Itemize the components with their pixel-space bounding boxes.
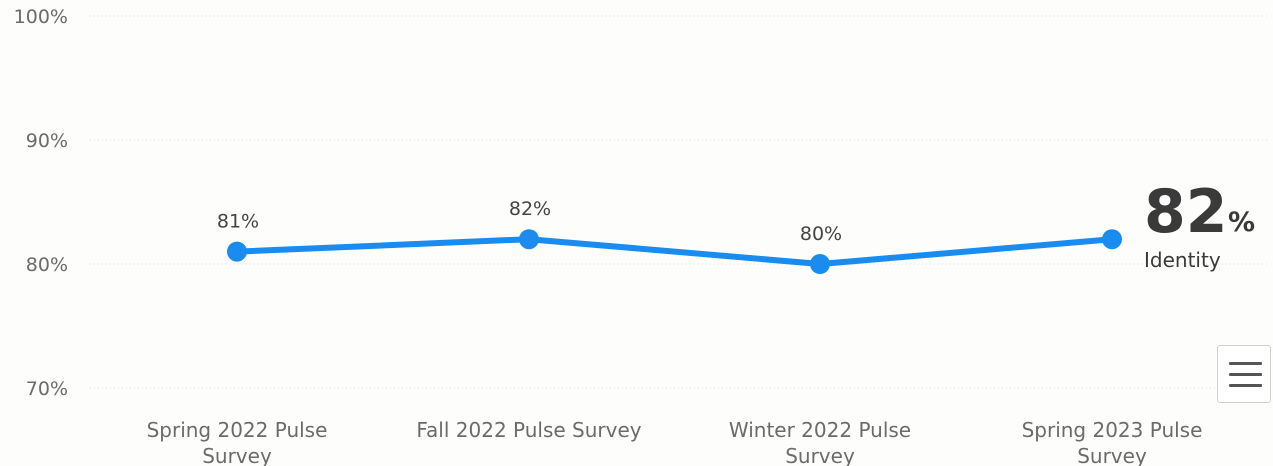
series-line xyxy=(234,236,1115,267)
x-category-label: Spring 2022 Pulse Survey xyxy=(147,418,328,466)
x-category-label-line: Survey xyxy=(202,444,272,466)
highlight-unit: % xyxy=(1228,207,1255,238)
hamburger-menu-icon-bar xyxy=(1229,373,1262,376)
data-point[interactable] xyxy=(227,241,247,262)
gridlines xyxy=(90,15,1270,389)
y-axis-ticks: 70% 80% 90% 100% xyxy=(14,6,68,400)
x-category-label-line: Spring 2023 Pulse xyxy=(1022,418,1203,442)
chart-menu-button[interactable] xyxy=(1217,345,1271,403)
data-label: 81% xyxy=(217,211,259,233)
data-point[interactable] xyxy=(810,254,830,274)
y-tick-label: 70% xyxy=(26,378,68,400)
series-identity xyxy=(227,229,1122,274)
x-category-label: Spring 2023 Pulse Survey xyxy=(1022,418,1203,466)
x-category-label: Winter 2022 Pulse Survey xyxy=(729,418,911,466)
y-tick-label: 90% xyxy=(26,130,68,152)
x-category-label-line: Survey xyxy=(785,444,855,466)
data-label: 80% xyxy=(800,223,842,245)
data-point[interactable] xyxy=(1102,229,1122,250)
hamburger-menu-icon-bar xyxy=(1229,384,1262,387)
data-point[interactable] xyxy=(519,229,539,250)
x-category-label-line: Spring 2022 Pulse xyxy=(147,418,328,442)
highlight-value: 82 xyxy=(1144,177,1228,247)
highlight-readout: 82 % Identity xyxy=(1144,177,1255,272)
x-category-label: Fall 2022 Pulse Survey xyxy=(416,418,641,442)
highlight-caption: Identity xyxy=(1144,248,1221,272)
hamburger-menu-icon xyxy=(1229,362,1262,365)
x-category-label-line: Fall 2022 Pulse Survey xyxy=(416,418,641,442)
x-category-label-line: Winter 2022 Pulse xyxy=(729,418,911,442)
y-tick-label: 80% xyxy=(26,254,68,276)
y-tick-label: 100% xyxy=(14,6,68,28)
data-label: 82% xyxy=(509,198,551,220)
x-category-label-line: Survey xyxy=(1077,444,1147,466)
data-labels: 81% 82% 80% xyxy=(217,198,842,245)
